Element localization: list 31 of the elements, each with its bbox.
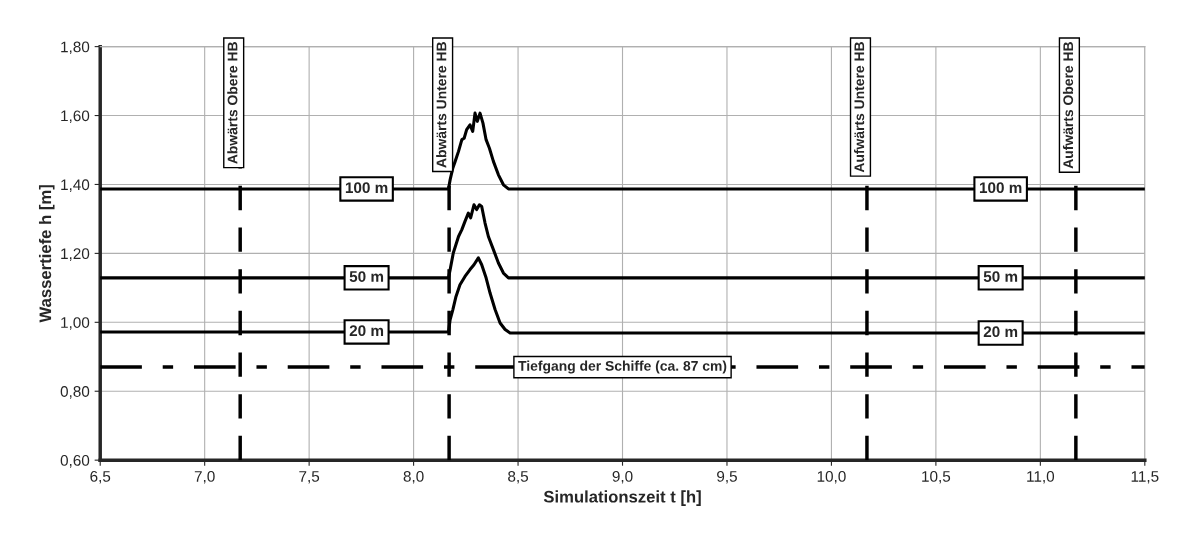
x-tick-label: 11,5	[1131, 471, 1159, 484]
x-tick-label: 7,0	[194, 470, 215, 484]
x-tick-label: 9,0	[612, 470, 633, 484]
y-tick-label: 1,60	[61, 110, 90, 124]
x-tick-label: 7,5	[299, 471, 320, 484]
x-tick-label: 10,0	[817, 470, 846, 484]
series-label: 20 m	[983, 326, 1018, 338]
y-tick-label: 0,60	[60, 455, 90, 468]
ref-line-label: Tiefgang der Schiffe (ca. 87 cm)	[518, 360, 727, 374]
ref-line-label: Aufwärts Obere HB	[1062, 42, 1074, 169]
ref-line-label: Abwärts Obere HB	[227, 42, 238, 164]
x-tick-label: 8,0	[403, 470, 424, 484]
y-tick-label: 1,00	[61, 317, 90, 330]
series-label: 100 m	[345, 182, 388, 194]
series-label: 50 m	[349, 271, 384, 282]
y-tick-label: 0,80	[60, 386, 90, 399]
y-tick-label: 1,20	[61, 248, 90, 261]
y-tick-label: 1,40	[61, 179, 90, 192]
text: 20 m	[349, 325, 384, 337]
x-tick-label: 10,5	[922, 470, 951, 484]
x-tick-label: 9,5	[717, 470, 737, 484]
ref-line-label: Abwärts Untere HB	[436, 42, 447, 168]
y-axis-title: Wassertiefe h [m]	[38, 185, 55, 323]
text: 100 m	[979, 182, 1022, 194]
x-tick-label: 8,5	[508, 470, 529, 484]
x-axis-title: Simulationszeit t [h]	[543, 490, 701, 506]
ref-line-label: Aufwärts Untere HB	[854, 42, 865, 173]
x-tick-label: 11,0	[1027, 470, 1055, 484]
text: 50 m	[983, 271, 1018, 282]
y-tick-label: 1,80	[61, 41, 90, 55]
x-tick-label: 6,5	[90, 470, 111, 484]
